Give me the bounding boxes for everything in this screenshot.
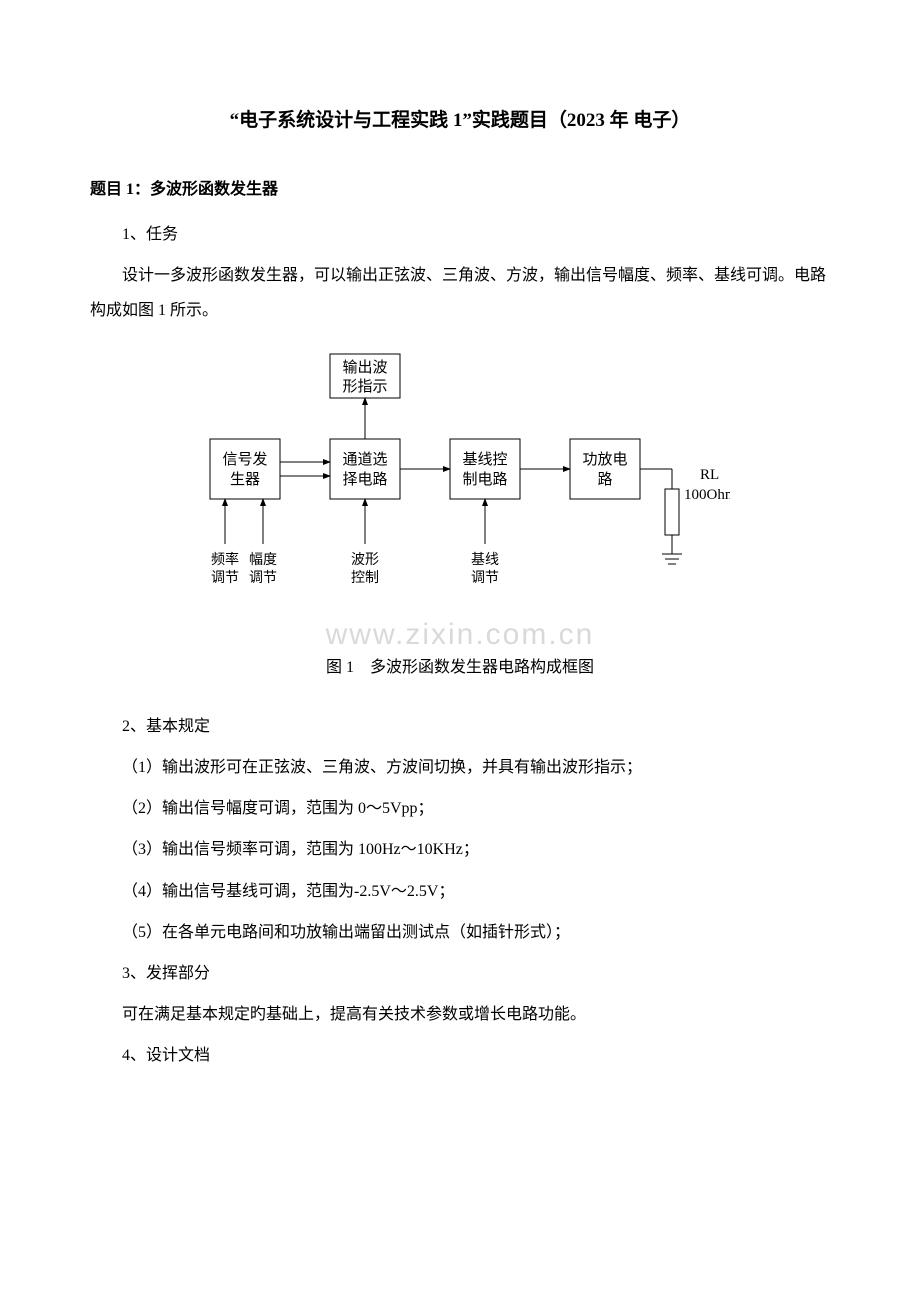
section-3-para: 可在满足基本规定旳基础上，提高有关技术参数或增长电路功能。: [90, 997, 830, 1032]
node-base-l2: 制电路: [462, 471, 507, 488]
node-base: [450, 439, 520, 499]
label-base-l1: 基线: [471, 551, 499, 568]
node-indicator-l2: 形指示: [342, 378, 387, 395]
req-2: （2）输出信号幅度可调，范围为 0～5Vpp；: [90, 791, 830, 826]
node-base-l1: 基线控: [462, 451, 507, 468]
node-amp-l2: 路: [597, 471, 612, 488]
node-rl-l1: RL: [700, 467, 719, 483]
node-gen: [210, 439, 280, 499]
req-1: （1）输出波形可在正弦波、三角波、方波间切换，并具有输出波形指示；: [90, 750, 830, 785]
label-base-l2: 调节: [471, 570, 499, 586]
node-gen-l2: 生器: [230, 471, 260, 488]
node-gen-l1: 信号发: [222, 451, 267, 468]
section-3-heading: 3、发挥部分: [90, 956, 830, 991]
req-3: （3）输出信号频率可调，范围为 100Hz～10KHz；: [90, 832, 830, 867]
page-title: “电子系统设计与工程实践 1”实践题目（2023 年 电子）: [90, 100, 830, 142]
node-amp: [570, 439, 640, 499]
req-5: （5）在各单元电路间和功放输出端留出测试点（如插针形式）；: [90, 915, 830, 950]
node-rl-resistor: [665, 489, 679, 535]
topic-heading: 题目 1：多波形函数发生器: [90, 172, 830, 207]
section-4-heading: 4、设计文档: [90, 1038, 830, 1073]
figure-caption: 图 1 多波形函数发生器电路构成框图: [90, 650, 830, 685]
req-4: （4）输出信号基线可调，范围为-2.5V～2.5V；: [90, 874, 830, 909]
label-amp-l1: 幅度: [249, 552, 277, 568]
node-rl-l2: 100Ohm: [684, 487, 730, 503]
label-wave-l1: 波形: [351, 552, 379, 568]
section-1-para: 设计一多波形函数发生器，可以输出正弦波、三角波、方波，输出信号幅度、频率、基线可…: [90, 258, 830, 328]
node-amp-l1: 功放电: [582, 451, 627, 468]
node-sel-l1: 通道选: [342, 451, 387, 468]
label-wave-l2: 控制: [351, 570, 379, 586]
label-amp-l2: 调节: [249, 570, 277, 586]
block-diagram: 输出波 形指示 信号发 生器 通道选 择电路 基线控 制电路 功放电 路 RL …: [190, 349, 730, 632]
section-1-heading: 1、任务: [90, 217, 830, 252]
node-sel-l2: 择电路: [342, 471, 387, 488]
label-freq-l1: 频率: [211, 551, 239, 568]
section-2-heading: 2、基本规定: [90, 709, 830, 744]
node-indicator-l1: 输出波: [342, 359, 387, 376]
label-freq-l2: 调节: [211, 570, 239, 586]
node-sel: [330, 439, 400, 499]
